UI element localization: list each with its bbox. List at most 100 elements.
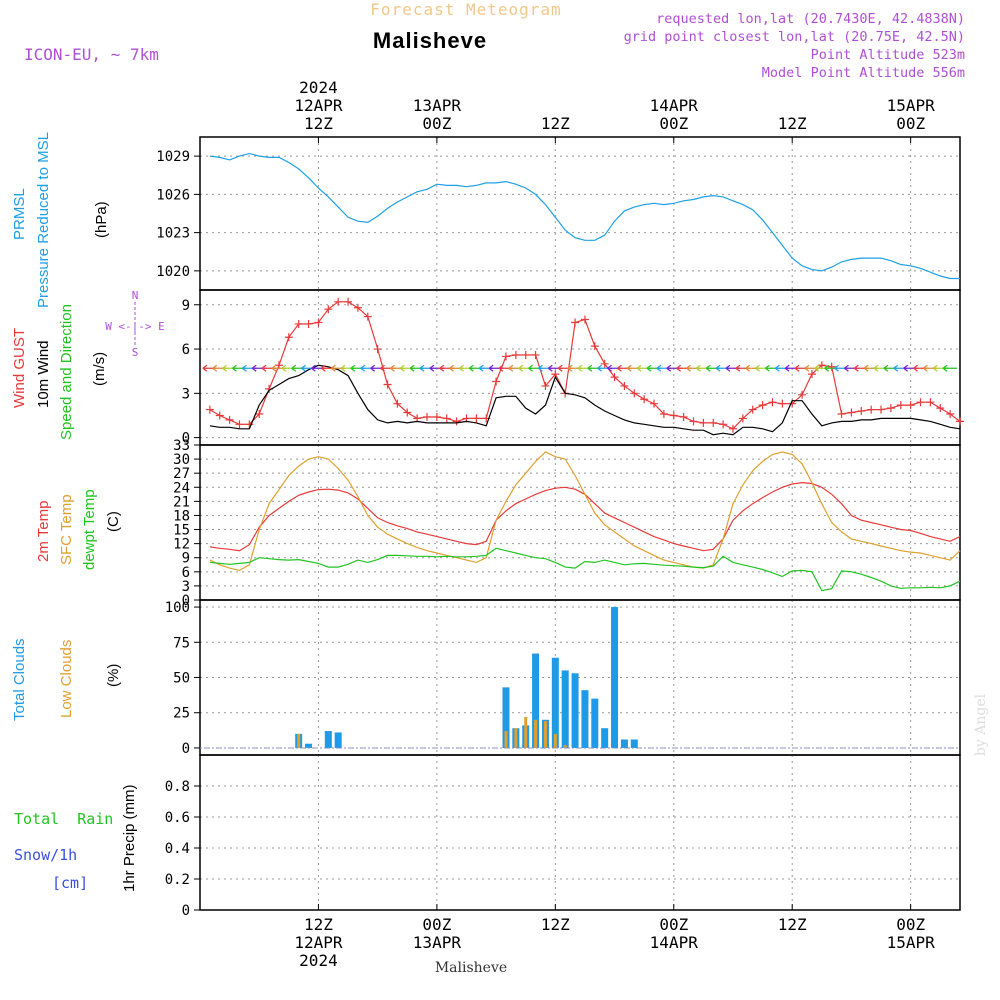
clouds-label: Total Clouds Low Clouds (%) (11, 638, 122, 721)
y-tick-label: 18 (173, 508, 190, 524)
bar-low-clouds (524, 716, 528, 748)
gust-point (314, 318, 323, 327)
gust-point (620, 381, 629, 390)
gust-point (748, 405, 757, 414)
gust-point (432, 412, 441, 421)
gust-point (324, 305, 333, 314)
gust-point (679, 412, 688, 421)
gust-point (758, 401, 767, 410)
precip-label: Total Rain Snow/1h [cm] 1hr Precip (mm) (14, 784, 138, 892)
gust-point (906, 401, 915, 410)
gust-point (738, 414, 747, 423)
point-altitude: Point Altitude 523m (811, 47, 965, 63)
bar-total-clouds (561, 670, 569, 748)
bar-total-clouds (551, 657, 559, 748)
series-line-2m-temp (209, 481, 961, 552)
gust-point (640, 395, 649, 404)
gust-point (423, 412, 432, 421)
bar-total-clouds (305, 743, 313, 748)
low-clouds-label: Low Clouds (58, 640, 75, 718)
y-tick-label: 1020 (156, 264, 190, 280)
gust-point (926, 398, 935, 407)
gust-point (245, 420, 254, 429)
time-label-bottom: 14APR (650, 933, 699, 952)
dewpt-label: dewpt Temp (81, 489, 98, 570)
gust-point (600, 359, 609, 368)
panel-4: 0 0.2 0.4 0.6 0.8 (165, 754, 961, 919)
y-tick-label: 1026 (156, 187, 190, 203)
y-tick-label: 33 (173, 438, 190, 454)
gust-point (936, 404, 945, 413)
y-tick-label: 15 (173, 523, 190, 539)
time-label-bottom: 12APR (294, 933, 343, 952)
panel-frame (199, 444, 961, 601)
gust-point (590, 342, 599, 351)
bar-total-clouds (591, 698, 599, 748)
gust-point (294, 319, 303, 328)
gridpoint-coords: grid point closest lon,lat (20.75E, 42.5… (624, 29, 965, 45)
bar-total-clouds (630, 739, 638, 748)
pressure-label-line1: PRMSL (11, 188, 28, 240)
bar-total-clouds (611, 607, 619, 748)
clouds-unit: (%) (105, 664, 122, 687)
gust-point (521, 350, 530, 359)
gust-point (511, 350, 520, 359)
requested-coords: requested lon,lat (20.7430E, 42.4838N) (656, 11, 965, 27)
gust-point (896, 401, 905, 410)
temp-label: 2m Temp SFC Temp dewpt Temp (C) (35, 489, 122, 570)
time-label-bottom: 00Z (896, 915, 925, 934)
gust-point (857, 407, 866, 416)
snow-label: Snow/1h (14, 846, 77, 864)
gust-point (798, 390, 807, 399)
t2m-label: 2m Temp (35, 501, 52, 562)
gust-point (946, 410, 955, 418)
time-label-top: 12Z (304, 114, 333, 133)
bar-total-clouds (601, 728, 609, 748)
y-tick-label: 0 (182, 903, 190, 919)
compass-n: N (132, 289, 139, 302)
bar-low-clouds (297, 733, 301, 748)
gust-point (255, 410, 264, 418)
gust-point (225, 415, 234, 424)
compass-s: S (132, 346, 139, 359)
y-tick-label: 0 (182, 593, 190, 609)
watermark: by Angel (973, 693, 989, 756)
gust-point (571, 318, 580, 327)
gust-point (403, 408, 412, 417)
panel-frame (199, 136, 961, 291)
y-tick-label: 0.8 (165, 779, 190, 795)
time-label-top: 13APR (413, 96, 462, 115)
y-tick-label: 1029 (156, 149, 190, 165)
bar-total-clouds (532, 653, 540, 748)
time-label-bottom: 2024 (299, 951, 338, 970)
y-tick-label: 75 (173, 635, 190, 651)
bar-low-clouds (563, 745, 567, 748)
temp-unit: (C) (105, 511, 122, 532)
y-tick-label: 21 (173, 494, 190, 510)
model-label: ICON-EU, ~ 7km (24, 45, 159, 64)
gust-point (610, 373, 619, 382)
plot-layer: 1020102310261029036903691215182124273033… (156, 78, 964, 970)
compass-we: W <-|-> E (105, 320, 165, 333)
wind-speed-dir-label: Speed and Direction (58, 304, 75, 440)
y-tick-label: 25 (173, 706, 190, 722)
y-tick-label: 9 (182, 551, 190, 567)
y-tick-label: 0.2 (165, 872, 190, 888)
gust-point (344, 297, 353, 306)
location-title: Malisheve (373, 28, 487, 53)
time-label-top: 2024 (299, 78, 338, 97)
gust-point (728, 424, 737, 433)
y-tick-label: 50 (173, 671, 190, 687)
pressure-label: PRMSL Pressure Reduced to MSL (hPa) (11, 132, 110, 308)
y-tick-label: 1023 (156, 226, 190, 242)
bar-low-clouds (514, 728, 518, 748)
bar-total-clouds (324, 731, 332, 748)
gust-point (699, 418, 708, 427)
footer-location: Malisheve (435, 960, 507, 976)
precip-unit: 1hr Precip (mm) (121, 784, 138, 892)
gust-point (778, 399, 787, 408)
panel-frame (199, 754, 961, 911)
gust-point (205, 405, 214, 414)
